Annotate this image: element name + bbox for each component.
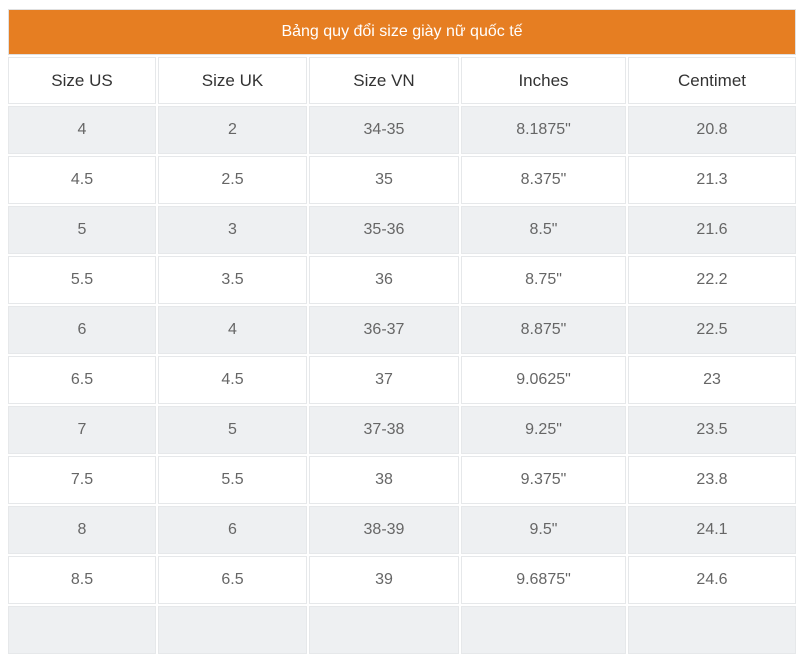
table-row: 8.5 6.5 39 9.6875" 24.6: [8, 556, 796, 604]
header-row: Size US Size UK Size VN Inches Centimet: [8, 57, 796, 104]
table-cell: 8.5: [8, 556, 156, 604]
table-cell: 4: [8, 106, 156, 154]
table-cell: 4.5: [8, 156, 156, 204]
table-cell: 2.5: [158, 156, 307, 204]
table-cell: 22.2: [628, 256, 796, 304]
table-cell: 9.375": [461, 456, 626, 504]
table-cell: [628, 606, 796, 654]
table-cell: 3.5: [158, 256, 307, 304]
table-cell: 5: [158, 406, 307, 454]
table-row: 6.5 4.5 37 9.0625" 23: [8, 356, 796, 404]
table-row: 7 5 37-38 9.25" 23.5: [8, 406, 796, 454]
table-cell: 35: [309, 156, 459, 204]
table-cell: 8.375": [461, 156, 626, 204]
table-cell: 38: [309, 456, 459, 504]
table-cell: 8.875": [461, 306, 626, 354]
table-cell: 7: [8, 406, 156, 454]
table-cell: 5.5: [8, 256, 156, 304]
table-cell: 20.8: [628, 106, 796, 154]
table-cell: 23: [628, 356, 796, 404]
table-cell: [461, 606, 626, 654]
table-cell: 3: [158, 206, 307, 254]
table-cell: 6: [8, 306, 156, 354]
table-cell: 7.5: [8, 456, 156, 504]
table-cell: 8.5": [461, 206, 626, 254]
table-cell: 6.5: [8, 356, 156, 404]
table-cell: 6.5: [158, 556, 307, 604]
size-table: Size US Size UK Size VN Inches Centimet 4 2 34…: [6, 55, 798, 656]
table-cell: 39: [309, 556, 459, 604]
table-row: 4.5 2.5 35 8.375" 21.3: [8, 156, 796, 204]
table-row: 5.5 3.5 36 8.75" 22.2: [8, 256, 796, 304]
table-row: 7.5 5.5 38 9.375" 23.8: [8, 456, 796, 504]
table-cell: 38-39: [309, 506, 459, 554]
column-header: Size US: [8, 57, 156, 104]
table-cell: 9.5": [461, 506, 626, 554]
table-cell: [8, 606, 156, 654]
column-header: Size UK: [158, 57, 307, 104]
table-row: 6 4 36-37 8.875" 22.5: [8, 306, 796, 354]
table-cell: 22.5: [628, 306, 796, 354]
size-conversion-table: Bảng quy đổi size giày nữ quốc tế Size U…: [8, 9, 796, 656]
table-row: [8, 606, 796, 654]
table-row: 4 2 34-35 8.1875" 20.8: [8, 106, 796, 154]
table-cell: 36-37: [309, 306, 459, 354]
table-cell: 23.5: [628, 406, 796, 454]
table-cell: 21.3: [628, 156, 796, 204]
table-cell: 2: [158, 106, 307, 154]
table-cell: 9.6875": [461, 556, 626, 604]
table-cell: 37-38: [309, 406, 459, 454]
table-row: 8 6 38-39 9.5" 24.1: [8, 506, 796, 554]
table-cell: 24.1: [628, 506, 796, 554]
table-cell: [158, 606, 307, 654]
table-cell: 37: [309, 356, 459, 404]
table-cell: 9.25": [461, 406, 626, 454]
table-cell: 8.75": [461, 256, 626, 304]
table-cell: 21.6: [628, 206, 796, 254]
table-cell: 23.8: [628, 456, 796, 504]
table-cell: 8.1875": [461, 106, 626, 154]
column-header: Inches: [461, 57, 626, 104]
table-cell: 24.6: [628, 556, 796, 604]
table-cell: 36: [309, 256, 459, 304]
table-cell: 34-35: [309, 106, 459, 154]
table-cell: 5.5: [158, 456, 307, 504]
column-header: Centimet: [628, 57, 796, 104]
table-cell: 4.5: [158, 356, 307, 404]
table-cell: 5: [8, 206, 156, 254]
table-cell: 6: [158, 506, 307, 554]
table-title: Bảng quy đổi size giày nữ quốc tế: [8, 9, 796, 55]
table-cell: 9.0625": [461, 356, 626, 404]
table-cell: 8: [8, 506, 156, 554]
table-cell: 35-36: [309, 206, 459, 254]
table-row: 5 3 35-36 8.5" 21.6: [8, 206, 796, 254]
table-cell: [309, 606, 459, 654]
table-cell: 4: [158, 306, 307, 354]
column-header: Size VN: [309, 57, 459, 104]
